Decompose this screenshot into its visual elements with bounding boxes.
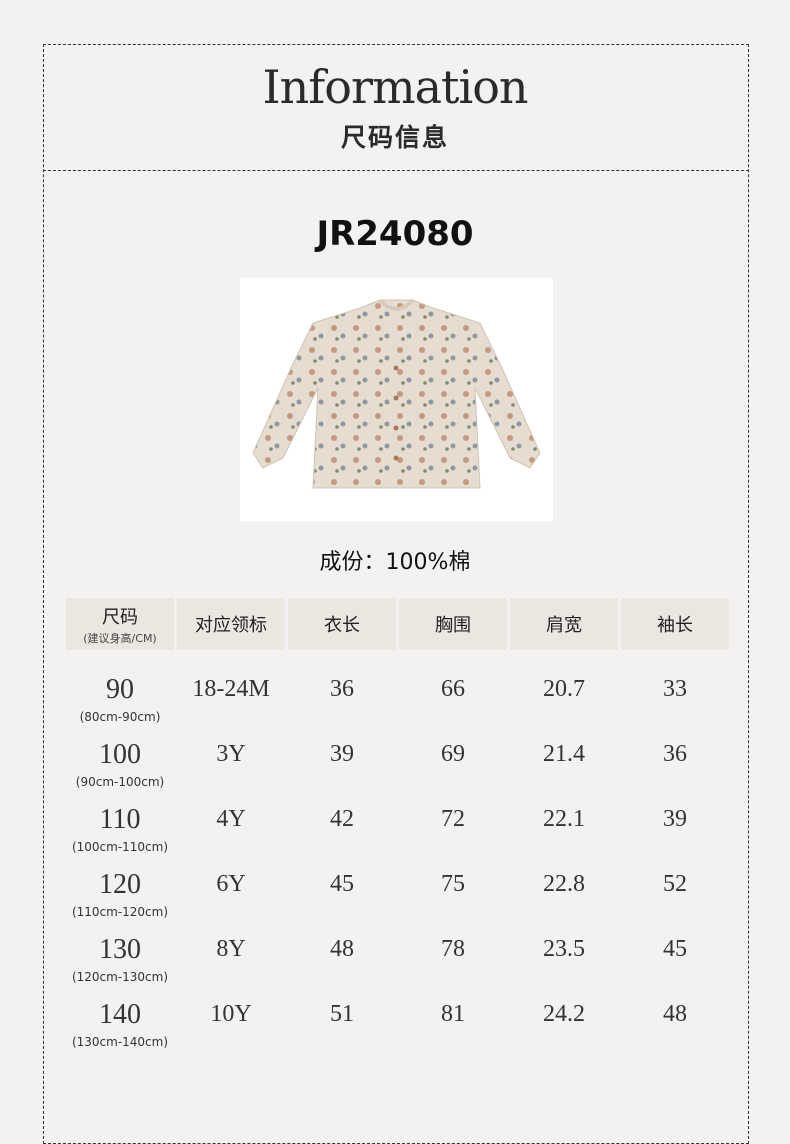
header-chest: 胸围 — [399, 598, 507, 650]
cell-length: 45 — [330, 871, 354, 897]
cell-size: 140 — [99, 999, 141, 1030]
header-size: 尺码 (建议身高/CM) — [66, 598, 174, 650]
cell-shoulder: 24.2 — [543, 1001, 585, 1027]
header-sleeve: 袖长 — [621, 598, 729, 650]
cell-height-range: (110cm-120cm) — [71, 905, 169, 919]
product-photo — [240, 278, 553, 521]
cell-size: 110 — [99, 804, 141, 835]
cell-tag: 3Y — [216, 741, 246, 767]
cell-shoulder: 22.1 — [543, 806, 585, 832]
cell-size: 130 — [99, 934, 141, 965]
cell-tag: 10Y — [210, 1001, 252, 1027]
cell-chest: 75 — [441, 871, 465, 897]
composition: 成份：100%棉 — [319, 550, 471, 575]
cell-sleeve: 52 — [663, 871, 687, 897]
cell-tag: 6Y — [216, 871, 246, 897]
cell-height-range: (120cm-130cm) — [71, 970, 169, 984]
cell-sleeve: 45 — [663, 936, 687, 962]
cell-tag: 8Y — [216, 936, 246, 962]
cell-chest: 66 — [441, 676, 465, 702]
cell-shoulder: 20.7 — [543, 676, 585, 702]
header-label: 尺码 — [102, 606, 138, 628]
cell-length: 48 — [330, 936, 354, 962]
header-shoulder: 肩宽 — [510, 598, 618, 650]
cell-sleeve: 33 — [663, 676, 687, 702]
cell-shoulder: 21.4 — [543, 741, 585, 767]
cell-shoulder: 22.8 — [543, 871, 585, 897]
cell-chest: 69 — [441, 741, 465, 767]
cell-tag: 4Y — [216, 806, 246, 832]
product-code: JR24080 — [316, 214, 474, 254]
cell-size: 90 — [106, 674, 134, 705]
cell-chest: 81 — [441, 1001, 465, 1027]
cell-height-range: (80cm-90cm) — [79, 710, 161, 724]
cell-length: 39 — [330, 741, 354, 767]
cell-chest: 72 — [441, 806, 465, 832]
cell-length: 42 — [330, 806, 354, 832]
cell-sleeve: 48 — [663, 1001, 687, 1027]
cell-size: 120 — [99, 869, 141, 900]
cell-length: 51 — [330, 1001, 354, 1027]
cell-sleeve: 39 — [663, 806, 687, 832]
cell-shoulder: 23.5 — [543, 936, 585, 962]
cell-height-range: (100cm-110cm) — [71, 840, 169, 854]
cell-height-range: (130cm-140cm) — [71, 1035, 169, 1049]
header-length: 衣长 — [288, 598, 396, 650]
header-tag: 对应领标 — [177, 598, 285, 650]
title-english: Information — [262, 60, 528, 114]
cell-height-range: (90cm-100cm) — [75, 775, 165, 789]
cell-size: 100 — [99, 739, 141, 770]
title-chinese: 尺码信息 — [340, 123, 449, 152]
cell-tag: 18-24M — [192, 676, 270, 702]
cell-sleeve: 36 — [663, 741, 687, 767]
cell-length: 36 — [330, 676, 354, 702]
cell-chest: 78 — [441, 936, 465, 962]
dashed-divider — [43, 170, 749, 171]
header-sub: (建议身高/CM) — [83, 631, 157, 645]
